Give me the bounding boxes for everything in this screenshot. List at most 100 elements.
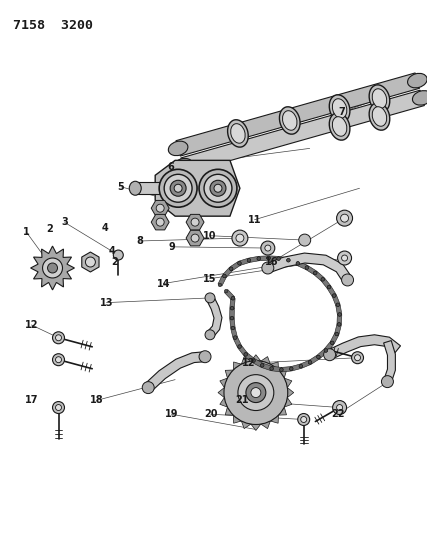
Polygon shape — [186, 230, 204, 246]
Circle shape — [218, 283, 222, 287]
Polygon shape — [230, 261, 241, 271]
Ellipse shape — [228, 120, 248, 147]
Polygon shape — [230, 318, 235, 328]
Polygon shape — [206, 296, 222, 337]
Circle shape — [230, 317, 234, 320]
Text: 17: 17 — [25, 395, 38, 406]
Circle shape — [338, 313, 342, 316]
Circle shape — [338, 251, 351, 265]
Polygon shape — [279, 370, 286, 378]
Polygon shape — [244, 353, 255, 362]
Circle shape — [232, 230, 248, 246]
Polygon shape — [317, 349, 327, 359]
Polygon shape — [238, 345, 247, 356]
Polygon shape — [259, 256, 269, 261]
Polygon shape — [251, 355, 261, 361]
Polygon shape — [287, 387, 294, 398]
Text: 20: 20 — [204, 409, 217, 419]
Ellipse shape — [199, 169, 237, 207]
Polygon shape — [314, 271, 324, 281]
Circle shape — [296, 262, 300, 265]
Ellipse shape — [333, 99, 347, 118]
Polygon shape — [327, 335, 401, 359]
Ellipse shape — [369, 85, 390, 112]
Circle shape — [289, 367, 293, 370]
Circle shape — [238, 345, 241, 348]
Polygon shape — [233, 362, 241, 370]
Polygon shape — [220, 398, 227, 407]
Circle shape — [261, 364, 264, 367]
Text: 6: 6 — [167, 161, 174, 172]
Polygon shape — [284, 378, 292, 387]
Ellipse shape — [168, 141, 188, 156]
Circle shape — [333, 294, 336, 297]
Text: 4: 4 — [108, 246, 115, 255]
Ellipse shape — [372, 107, 387, 126]
Circle shape — [56, 335, 62, 341]
Circle shape — [333, 401, 345, 414]
Circle shape — [342, 274, 354, 286]
Polygon shape — [284, 398, 292, 407]
Polygon shape — [225, 407, 233, 415]
Polygon shape — [268, 256, 279, 261]
Circle shape — [156, 218, 164, 226]
Circle shape — [289, 367, 293, 370]
Polygon shape — [241, 357, 251, 364]
Polygon shape — [151, 200, 169, 216]
Polygon shape — [225, 289, 235, 300]
Polygon shape — [261, 421, 270, 429]
Circle shape — [324, 349, 328, 352]
Circle shape — [257, 257, 261, 260]
Polygon shape — [306, 265, 316, 274]
Circle shape — [351, 352, 363, 364]
Text: 12: 12 — [242, 358, 256, 368]
Polygon shape — [249, 256, 259, 263]
Ellipse shape — [173, 158, 193, 173]
Circle shape — [236, 234, 244, 242]
Circle shape — [333, 294, 336, 297]
Circle shape — [238, 262, 241, 265]
Ellipse shape — [413, 91, 428, 105]
Polygon shape — [230, 298, 235, 309]
Polygon shape — [288, 258, 299, 265]
Polygon shape — [231, 327, 238, 338]
Polygon shape — [278, 256, 289, 262]
Polygon shape — [218, 387, 224, 398]
Polygon shape — [383, 341, 395, 383]
Text: 10: 10 — [203, 231, 217, 241]
Polygon shape — [30, 246, 74, 290]
Circle shape — [229, 267, 233, 271]
Circle shape — [265, 245, 271, 251]
Polygon shape — [223, 267, 233, 278]
Ellipse shape — [204, 174, 232, 202]
Polygon shape — [151, 214, 169, 230]
Polygon shape — [155, 160, 240, 216]
Ellipse shape — [333, 117, 347, 136]
Circle shape — [230, 317, 234, 320]
Circle shape — [252, 359, 255, 362]
Circle shape — [53, 354, 65, 366]
Ellipse shape — [210, 180, 226, 196]
Ellipse shape — [159, 169, 197, 207]
Text: 7158  3200: 7158 3200 — [13, 19, 92, 32]
Polygon shape — [300, 360, 311, 368]
Circle shape — [337, 322, 341, 326]
Circle shape — [296, 262, 300, 265]
Circle shape — [341, 214, 348, 222]
Polygon shape — [330, 333, 339, 344]
Circle shape — [230, 306, 234, 310]
Text: 9: 9 — [169, 242, 175, 252]
Polygon shape — [297, 261, 308, 270]
Ellipse shape — [282, 111, 297, 130]
Text: 8: 8 — [136, 236, 143, 246]
Polygon shape — [324, 342, 334, 352]
Circle shape — [279, 368, 283, 372]
Circle shape — [234, 336, 237, 340]
Circle shape — [314, 271, 317, 274]
Circle shape — [53, 401, 65, 414]
Circle shape — [246, 383, 266, 402]
Circle shape — [234, 336, 237, 340]
Polygon shape — [233, 337, 241, 348]
Polygon shape — [291, 364, 301, 371]
Circle shape — [335, 332, 339, 336]
